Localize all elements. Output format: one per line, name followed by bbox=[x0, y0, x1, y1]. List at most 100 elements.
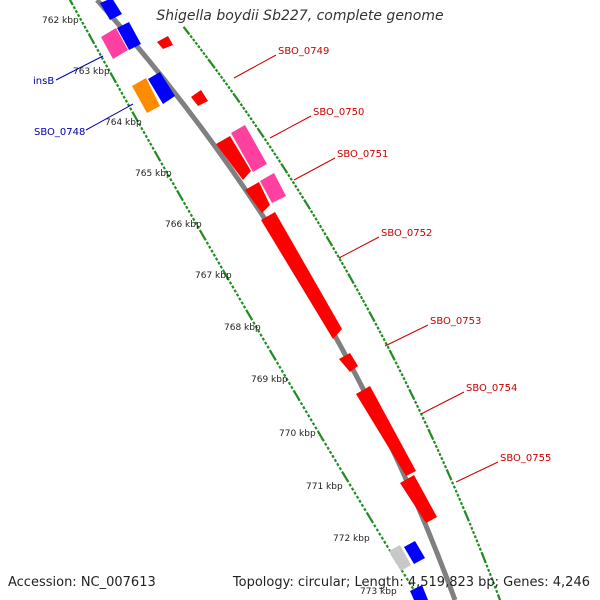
tick-mark bbox=[334, 250, 338, 255]
tick-mark bbox=[275, 361, 280, 366]
tick-mark bbox=[102, 60, 107, 64]
label-leader-line bbox=[293, 157, 336, 181]
tick-mark bbox=[410, 585, 415, 590]
tick-mark bbox=[290, 385, 294, 390]
tick-mark bbox=[88, 34, 95, 43]
tick-mark bbox=[222, 78, 226, 83]
ruler-label: 773 kbp bbox=[360, 587, 397, 597]
gene-label[interactable]: SBO_0750 bbox=[313, 107, 364, 118]
tick-mark bbox=[443, 464, 448, 469]
tick-mark bbox=[228, 281, 233, 285]
tick-mark bbox=[456, 493, 460, 497]
gene-label[interactable]: SBO_0754 bbox=[466, 383, 517, 394]
tick-mark bbox=[307, 206, 312, 210]
ruler-label: 767 kbp bbox=[195, 271, 232, 281]
tick-mark bbox=[454, 489, 458, 493]
label-leader-line bbox=[420, 391, 465, 415]
gene-pink-insB[interactable] bbox=[101, 28, 128, 59]
gene-SBO_0751-pink[interactable] bbox=[260, 173, 286, 203]
tick-mark bbox=[300, 195, 305, 199]
tick-mark bbox=[404, 380, 408, 385]
gene-orange-SBO_0748[interactable] bbox=[132, 78, 160, 113]
tick-mark bbox=[440, 456, 444, 461]
tick-mark bbox=[355, 495, 360, 499]
tick-mark bbox=[182, 201, 187, 206]
tick-mark bbox=[208, 245, 212, 249]
gene-blue-bottom-2[interactable] bbox=[410, 585, 428, 600]
gene-blue-top[interactable] bbox=[100, 0, 122, 20]
tick-mark bbox=[493, 585, 497, 589]
tick-mark bbox=[237, 99, 241, 104]
tick-mark bbox=[266, 141, 270, 146]
tick-mark bbox=[402, 376, 406, 381]
tick-mark bbox=[219, 265, 223, 269]
tick-mark bbox=[378, 330, 382, 334]
gene-SBO_0752[interactable] bbox=[261, 212, 342, 339]
tick-mark bbox=[100, 56, 104, 60]
gene-blue-SBO_0748[interactable] bbox=[148, 72, 175, 104]
tick-mark bbox=[142, 130, 146, 135]
tick-mark bbox=[203, 237, 207, 241]
tick-mark bbox=[242, 106, 246, 111]
tick-mark bbox=[348, 274, 354, 283]
gene-SBO_0751-red[interactable] bbox=[245, 182, 270, 213]
tick-mark bbox=[389, 351, 395, 360]
gene-label[interactable]: SBO_0755 bbox=[500, 453, 551, 464]
gene-label[interactable]: SBO_0752 bbox=[381, 228, 432, 239]
ruler-label: 766 kbp bbox=[165, 220, 202, 230]
gene-blue-insB[interactable] bbox=[117, 22, 141, 50]
tick-mark bbox=[283, 373, 287, 378]
tick-mark bbox=[385, 544, 389, 549]
tick-mark bbox=[326, 446, 330, 451]
tick-mark bbox=[406, 384, 410, 389]
tick-mark bbox=[492, 581, 496, 585]
ruler-label: 765 kbp bbox=[135, 169, 172, 179]
tick-mark bbox=[358, 499, 362, 504]
tick-mark bbox=[307, 414, 311, 418]
tick-mark bbox=[285, 377, 289, 382]
tick-mark bbox=[328, 450, 333, 455]
tick-mark bbox=[194, 221, 198, 226]
gene-blue-bottom[interactable] bbox=[404, 541, 425, 564]
label-leader-line bbox=[338, 236, 380, 259]
gene-gray-bottom[interactable] bbox=[389, 545, 411, 571]
gene-label[interactable]: SBO_0748 bbox=[34, 127, 85, 138]
gene-label[interactable]: SBO_0753 bbox=[430, 316, 481, 327]
gene-label[interactable]: SBO_0751 bbox=[337, 149, 388, 160]
tick-mark bbox=[378, 532, 382, 536]
tick-mark bbox=[199, 48, 204, 52]
gene-SBO_0750-pink[interactable] bbox=[231, 125, 267, 172]
tick-mark bbox=[242, 305, 247, 309]
gene-SBO_0755[interactable] bbox=[400, 475, 437, 523]
tick-mark bbox=[417, 408, 422, 413]
gene-SBO_0749-small[interactable] bbox=[157, 36, 173, 49]
gene-SBO_0753[interactable] bbox=[339, 353, 358, 372]
tick-mark bbox=[394, 361, 398, 365]
tick-mark bbox=[372, 318, 376, 323]
tick-mark bbox=[323, 442, 328, 446]
tick-mark bbox=[363, 507, 367, 512]
tick-mark bbox=[423, 420, 427, 425]
tick-mark bbox=[360, 503, 365, 508]
tick-mark bbox=[229, 89, 234, 93]
tick-mark bbox=[383, 540, 387, 545]
tick-mark bbox=[421, 416, 425, 421]
tick-mark bbox=[333, 458, 338, 463]
gene-labels: SBO_0749 SBO_0750 SBO_0751 SBO_0752 SBO_0753… bbox=[33, 46, 551, 483]
gene-SBO_0749[interactable] bbox=[191, 90, 208, 106]
tick-mark bbox=[405, 577, 410, 582]
gene-SBO_0750-red[interactable] bbox=[216, 136, 251, 180]
tick-mark bbox=[353, 491, 357, 495]
tick-mark bbox=[191, 217, 196, 222]
tick-mark bbox=[240, 301, 244, 305]
tick-mark bbox=[359, 295, 364, 300]
tick-mark bbox=[205, 241, 210, 245]
tick-mark bbox=[110, 73, 117, 82]
tick-mark bbox=[227, 85, 231, 90]
gene-SBO_0754[interactable] bbox=[356, 386, 416, 476]
tick-mark bbox=[246, 113, 251, 118]
gene-label[interactable]: SBO_0749 bbox=[278, 46, 329, 57]
gene-label[interactable]: insB bbox=[33, 76, 54, 87]
tick-mark bbox=[79, 17, 83, 22]
tick-mark bbox=[251, 120, 256, 125]
